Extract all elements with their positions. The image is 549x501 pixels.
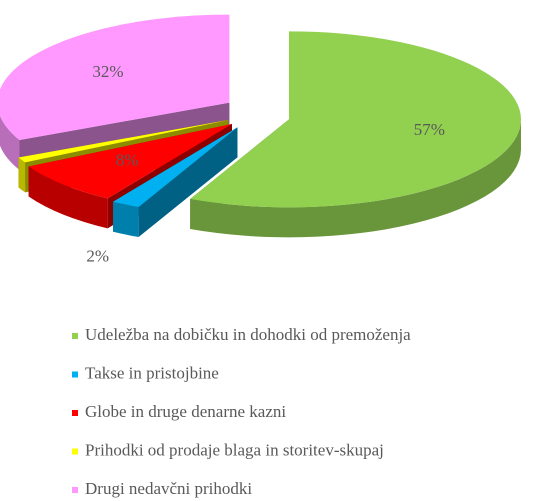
legend-swatch (72, 448, 78, 455)
data-label: 32% (92, 62, 123, 81)
slice-wall (28, 166, 108, 229)
slice-wall (0, 115, 20, 171)
legend-label: Prihodki od prodaje blaga in storitev-sk… (85, 440, 384, 459)
slice-wall (190, 119, 521, 238)
data-label: 8% (116, 150, 139, 169)
data-label: 57% (414, 120, 445, 139)
legend-swatch (72, 410, 78, 416)
legend-label: Globe in druge denarne kazni (85, 402, 286, 421)
slice (28, 124, 232, 199)
legend-swatch (72, 333, 78, 339)
data-label: 2% (86, 247, 109, 266)
legend-label: Udeležba na dobičku in dohodki od premož… (85, 325, 411, 344)
slice-wall (18, 157, 26, 193)
slice-side (113, 127, 238, 232)
slice (0, 14, 230, 141)
slice (190, 31, 521, 208)
legend-label: Takse in pristojbine (85, 363, 219, 382)
slice (18, 119, 229, 163)
legend-swatch (72, 371, 78, 378)
legend-label: Drugi nedavčni prihodki (85, 479, 252, 498)
slice (113, 127, 238, 208)
legend-swatch (72, 487, 78, 493)
slice-wall (113, 201, 139, 238)
